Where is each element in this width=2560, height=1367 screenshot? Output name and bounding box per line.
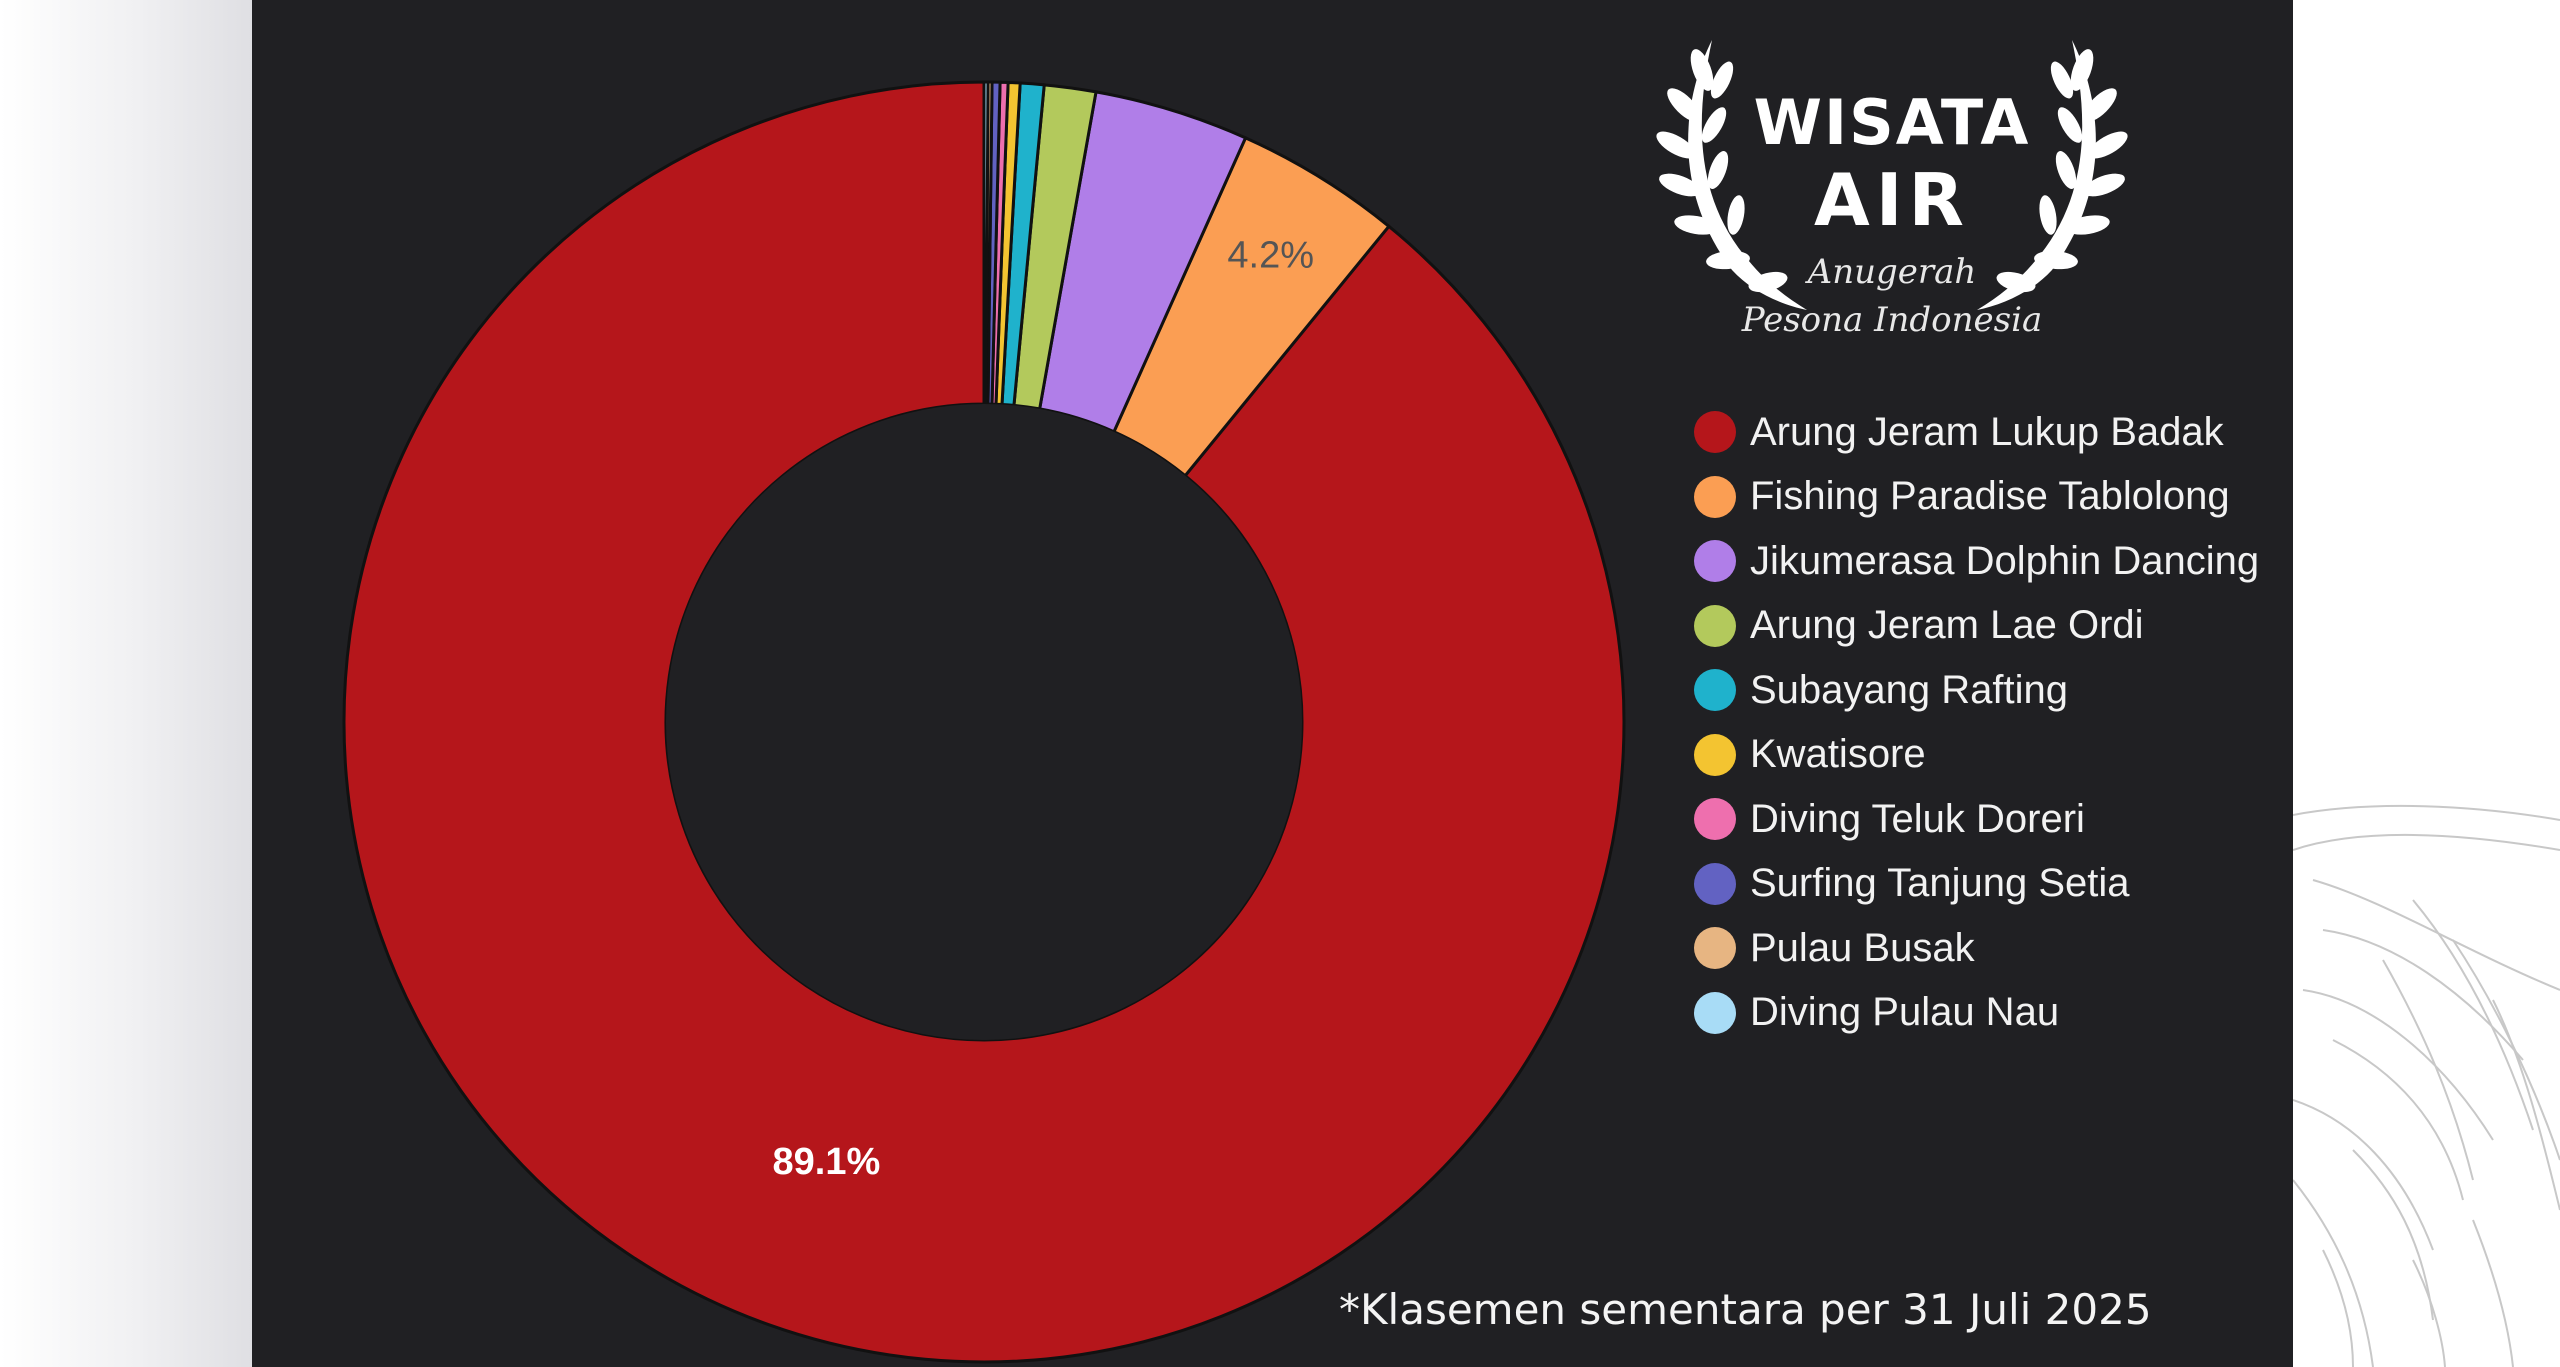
donut-chart: 89.1% 4.2% [342, 80, 1626, 1364]
donut-slice [982, 80, 990, 406]
donut-hole [666, 404, 1302, 1040]
legend-item: Diving Teluk Doreri [1694, 787, 2259, 852]
legend-label: Pulau Busak [1750, 925, 1975, 970]
laurel-wreath-icon [1656, 40, 2128, 310]
logo-title-line1: WISATA [1753, 86, 2031, 159]
legend-item: Subayang Rafting [1694, 658, 2259, 723]
legend-swatch-icon [1694, 475, 1736, 518]
legend-item: Surfing Tanjung Setia [1694, 852, 2259, 917]
donut-slices [342, 80, 1626, 1364]
legend-item: Diving Pulau Nau [1694, 981, 2259, 1046]
logo-title-line2: AIR [1814, 158, 1970, 242]
chart-legend: Arung Jeram Lukup Badak Fishing Paradise… [1694, 400, 2259, 1045]
legend-label: Surfing Tanjung Setia [1750, 861, 2130, 906]
footnote: *Klasemen sementara per 31 Juli 2025 [1339, 1285, 2152, 1334]
legend-label: Fishing Paradise Tablolong [1750, 474, 2230, 519]
slice-data-label: 4.2% [1227, 234, 1314, 276]
line-art-decoration [2293, 804, 2560, 1367]
legend-item: Pulau Busak [1694, 916, 2259, 981]
legend-swatch-icon [1694, 862, 1736, 905]
legend-label: Subayang Rafting [1750, 667, 2069, 712]
legend-label: Kwatisore [1750, 732, 1926, 777]
legend-label: Arung Jeram Lae Ordi [1750, 603, 2144, 648]
legend-swatch-icon [1694, 991, 1736, 1034]
legend-label: Diving Teluk Doreri [1750, 796, 2085, 841]
slice-data-labels: 89.1% 4.2% [773, 234, 1315, 1183]
legend-item: Fishing Paradise Tablolong [1694, 465, 2259, 530]
legend-item: Jikumerasa Dolphin Dancing [1694, 529, 2259, 594]
legend-swatch-icon [1694, 733, 1736, 776]
legend-swatch-icon [1694, 798, 1736, 841]
legend-swatch-icon [1694, 927, 1736, 970]
chart-panel: 89.1% 4.2% [252, 0, 2293, 1367]
legend-item: Kwatisore [1694, 723, 2259, 788]
logo-subtitle-line1: Anugerah [1807, 252, 1977, 292]
slice-data-label: 89.1% [773, 1141, 881, 1183]
legend-swatch-icon [1694, 411, 1736, 454]
legend-label: Diving Pulau Nau [1750, 990, 2060, 1035]
left-background [0, 0, 252, 1367]
legend-item: Arung Jeram Lae Ordi [1694, 594, 2259, 659]
logo-subtitle-line2: Pesona Indonesia [1741, 300, 2043, 340]
legend-label: Jikumerasa Dolphin Dancing [1750, 538, 2260, 583]
legend-swatch-icon [1694, 540, 1736, 583]
legend-label: Arung Jeram Lukup Badak [1750, 409, 2224, 454]
legend-swatch-icon [1694, 604, 1736, 647]
legend-swatch-icon [1694, 669, 1736, 712]
right-background-decoration [2293, 0, 2560, 1367]
legend-item: Arung Jeram Lukup Badak [1694, 400, 2259, 465]
wisata-air-logo: WISATA AIR Anugerah Pesona Indonesia [1632, 20, 2152, 360]
